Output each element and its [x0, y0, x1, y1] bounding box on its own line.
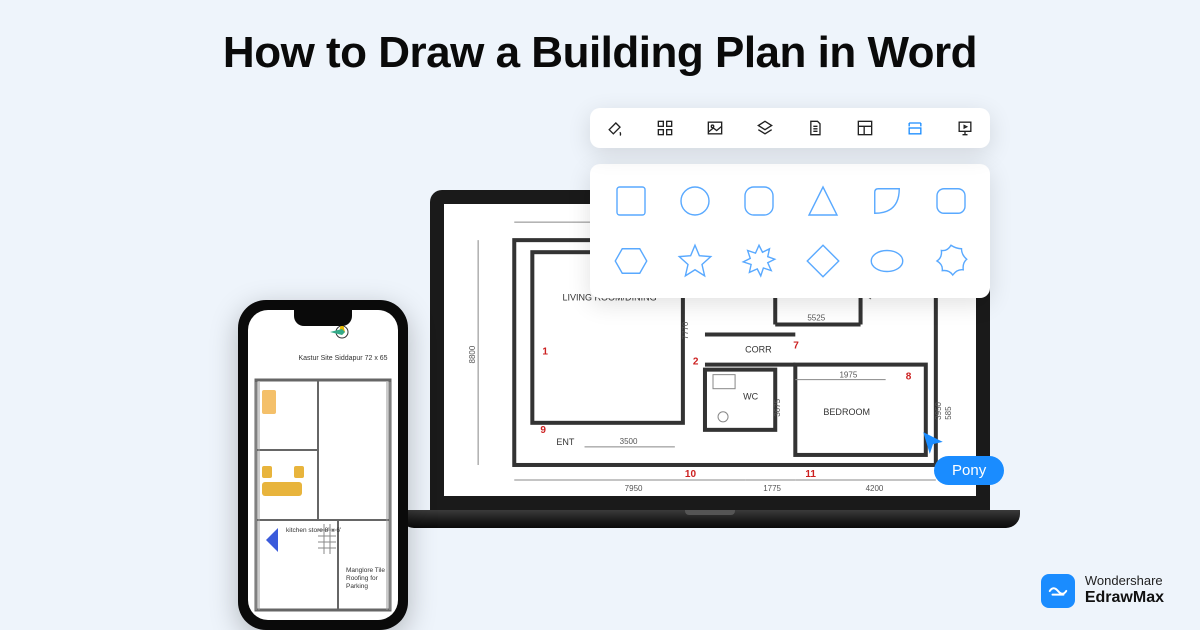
shape-burst[interactable]: [738, 240, 780, 282]
svg-text:10: 10: [685, 469, 697, 480]
svg-text:Manglore TileRoofing forParkin: Manglore TileRoofing forParking: [346, 567, 385, 590]
laptop-base: [400, 510, 1020, 528]
shape-star[interactable]: [674, 240, 716, 282]
svg-text:11: 11: [805, 469, 816, 480]
svg-text:8: 8: [906, 372, 912, 383]
svg-text:1: 1: [542, 347, 548, 358]
shapes-panel: [590, 164, 990, 298]
svg-text:3500: 3500: [620, 437, 638, 446]
layout-icon[interactable]: [855, 118, 875, 138]
shape-rounded-square[interactable]: [738, 180, 780, 222]
collab-cursor: [920, 430, 946, 456]
svg-text:7: 7: [793, 341, 799, 352]
svg-text:585: 585: [944, 406, 953, 420]
page-title: How to Draw a Building Plan in Word: [0, 28, 1200, 78]
shape-triangle[interactable]: [802, 180, 844, 222]
phone-mockup: Kastur Site Siddapur 72 x 65 kitchen sto…: [238, 300, 408, 630]
shape-hexagon[interactable]: [610, 240, 652, 282]
brand-line2: EdrawMax: [1085, 589, 1164, 607]
layers-icon[interactable]: [755, 118, 775, 138]
shape-seal[interactable]: [930, 240, 972, 282]
shape-square[interactable]: [610, 180, 652, 222]
svg-text:7770: 7770: [681, 321, 690, 339]
phone-floor-plan: Kastur Site Siddapur 72 x 65 kitchen sto…: [248, 310, 398, 620]
brand-logo-icon: [1041, 574, 1075, 608]
svg-text:ENT: ENT: [556, 437, 575, 447]
stack-icon[interactable]: [905, 118, 925, 138]
svg-text:BEDROOM: BEDROOM: [823, 407, 870, 417]
shape-diamond[interactable]: [802, 240, 844, 282]
toolbar: [590, 108, 990, 148]
svg-text:WC: WC: [743, 392, 759, 402]
present-icon[interactable]: [955, 118, 975, 138]
fill-icon[interactable]: [605, 118, 625, 138]
svg-text:8800: 8800: [468, 345, 477, 363]
svg-text:1775: 1775: [763, 484, 781, 493]
svg-text:3950: 3950: [934, 401, 943, 419]
brand-line1: Wondershare: [1085, 574, 1164, 589]
svg-text:9: 9: [540, 425, 546, 436]
brand-logo-block: Wondershare EdrawMax: [1041, 574, 1164, 608]
grid-icon[interactable]: [655, 118, 675, 138]
svg-text:5525: 5525: [807, 313, 825, 322]
shape-leaf[interactable]: [866, 180, 908, 222]
svg-text:Kastur Site Siddapur 72 x 65: Kastur Site Siddapur 72 x 65: [298, 355, 387, 362]
shape-rounded-rect[interactable]: [930, 180, 972, 222]
svg-text:3675: 3675: [773, 398, 782, 416]
shape-circle[interactable]: [674, 180, 716, 222]
svg-text:2: 2: [693, 357, 699, 368]
svg-text:CORR: CORR: [745, 345, 772, 355]
svg-text:kitchen store 8' x 6': kitchen store 8' x 6': [286, 527, 341, 534]
svg-text:1975: 1975: [839, 371, 857, 380]
svg-text:7950: 7950: [625, 484, 643, 493]
shape-ellipse[interactable]: [866, 240, 908, 282]
page-icon[interactable]: [805, 118, 825, 138]
phone-screen: Kastur Site Siddapur 72 x 65 kitchen sto…: [248, 310, 398, 620]
svg-text:4200: 4200: [866, 484, 884, 493]
collab-cursor-tag: Pony: [934, 456, 1004, 485]
image-icon[interactable]: [705, 118, 725, 138]
